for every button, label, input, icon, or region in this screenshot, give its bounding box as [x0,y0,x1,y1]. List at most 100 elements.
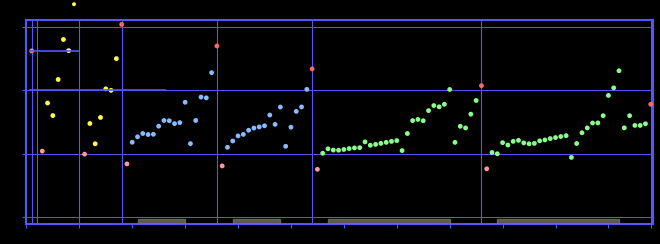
Point [444,88,455,92]
Point [550,136,561,140]
Point [69,2,79,6]
Point [100,87,111,91]
Point [212,44,222,48]
Point [513,138,524,142]
Point [434,105,444,109]
Point [508,139,519,143]
Point [158,119,169,122]
Point [476,84,486,88]
Point [598,114,609,118]
Point [556,135,566,139]
Point [577,131,587,135]
Point [391,139,402,142]
Point [428,104,439,108]
Point [37,149,48,153]
Point [265,113,275,117]
Point [407,119,418,122]
Point [106,88,116,92]
Point [460,126,471,130]
Point [323,147,333,151]
Point [455,124,465,128]
Point [524,142,535,146]
Point [449,140,460,144]
Point [412,118,423,122]
Point [132,135,143,139]
Point [465,112,476,116]
Bar [137,219,185,224]
Point [153,124,164,128]
Point [365,143,376,147]
Point [90,142,100,146]
Point [540,138,550,142]
Point [354,146,365,150]
Point [296,105,307,109]
Point [79,152,90,156]
Point [174,121,185,125]
Point [148,132,158,136]
Point [217,164,228,168]
Point [233,134,244,138]
Point [127,140,137,144]
Point [503,143,513,147]
Point [561,134,572,138]
Point [164,119,174,123]
Point [121,162,132,166]
Point [630,123,640,127]
Bar [498,219,619,224]
Point [63,49,74,53]
Point [185,142,196,146]
Point [619,126,630,130]
Point [328,148,339,152]
Point [196,95,207,99]
Point [280,144,291,148]
Point [95,115,106,119]
Point [397,149,407,152]
Point [572,142,582,145]
Point [492,152,503,156]
Point [645,102,656,106]
Point [333,148,344,152]
Point [381,140,391,144]
Point [640,122,651,126]
Point [317,151,328,155]
Point [228,139,238,143]
Point [614,69,624,73]
Point [259,124,270,128]
Point [137,132,148,135]
Point [635,123,645,127]
Point [48,114,58,118]
Point [418,119,428,123]
Point [302,87,312,91]
Point [143,132,153,136]
Point [519,141,529,145]
Point [423,109,434,112]
Point [360,140,370,144]
Point [69,2,79,6]
Point [58,38,69,41]
Point [222,145,233,149]
Point [593,121,603,125]
Point [344,147,354,151]
Point [498,141,508,145]
Point [535,139,545,143]
Point [116,22,127,26]
Point [291,109,302,113]
Point [603,93,614,97]
Point [481,167,492,171]
Point [529,142,540,145]
Point [370,142,381,146]
Bar [233,219,280,224]
Point [254,125,265,129]
Point [191,119,201,122]
Point [207,71,217,75]
Point [249,126,259,130]
Bar [328,219,449,224]
Point [402,132,412,135]
Point [111,57,121,61]
Point [376,142,386,145]
Point [439,102,449,106]
Point [471,99,481,102]
Point [244,128,254,132]
Point [609,86,619,90]
Point [339,148,349,152]
